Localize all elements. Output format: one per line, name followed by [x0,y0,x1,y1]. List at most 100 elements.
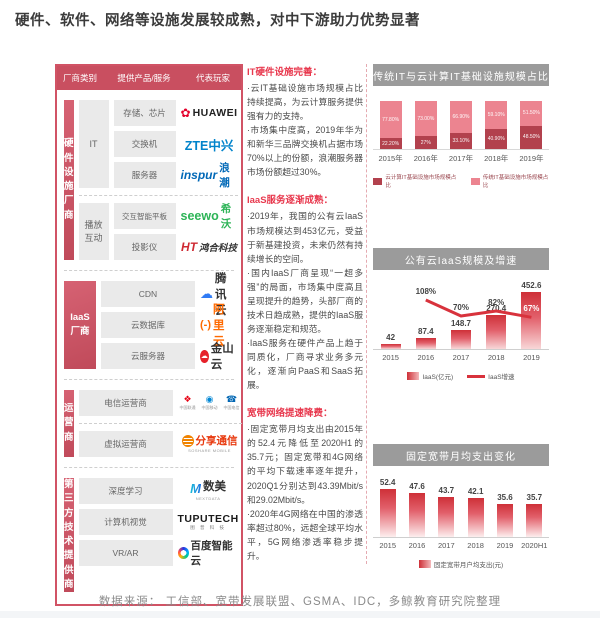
subgroup-label-display: 播放 互动 [78,203,109,260]
telecom-phone-icon: ☎ [225,394,238,404]
chart1-legend: 云计算IT基础设施市场规模占比 传统IT基础设施市场规模占比 [373,173,549,189]
group-separator [64,270,234,271]
stacked-bar-column: 59.10% 40.90% [479,101,514,149]
spending-bar [496,504,513,537]
x-axis-label: 2017 [452,353,470,362]
group-separator [64,379,234,380]
vendor-name: HUAWEI [192,107,238,119]
bar-value-label: 35.7 [526,493,543,503]
chart2-legend: IaaS(亿元) IaaS增速 [373,371,549,381]
legend-swatch-traditional-it [470,177,480,185]
bar-column: 42.1 [461,487,490,537]
chart1-xaxis: 2015年 2016年 2017年 2018年 2019年 [373,153,549,164]
x-axis-label: 2015 [379,541,396,550]
table-row: CDN ☁ 腾讯云 [101,273,234,317]
category-label-operators: 运营商 [64,390,74,457]
growth-label: 67% [523,304,540,314]
x-axis-label: 2015年 [378,154,403,163]
vendor-subtitle: SOSHARE MOBILE [188,448,231,453]
section-heading: IT硬件设施完善： [247,67,322,78]
stacked-bar-column: 77.80% 22.20% [373,101,408,149]
section-it-hardware: IT硬件设施完善： ·云IT基础设施市场规模占比持续提高，为云计算服务提供强有力… [247,64,363,179]
cloud-it-segment: 27% [414,136,437,149]
iaas-bar [521,292,542,349]
legend-swatch-iaas-bar [407,372,420,380]
tuputech-logo: TUPUTECH 图 普 科 技 [178,513,239,531]
header-key-players: 代表玩家 [195,73,230,83]
row-column: 存储、芯片 ✿ HUAWEI 交换机 ZTE中兴 [113,100,238,189]
dotted-separator [78,195,238,196]
vendor-name-cn: 希沃 [220,203,232,230]
segment-value-label: 59.10% [487,112,505,119]
cloud-it-segment: 33.10% [450,133,472,149]
bullet-text: ·2020年4G网络在中国的渗透率超过80%，远超全球平均水平，5G网络渗透率稳… [247,508,363,561]
category-label-thirdparty: 第三方 技术 提供商 [64,478,74,592]
cloud-icon: ☁ [200,286,213,301]
soshare-mainline: 分享通信 [181,435,238,447]
legend-item: 传统IT基础设施市场规模占比 [470,173,549,189]
x-axis-label: 2019年 [519,154,544,163]
x-axis-label: 2016 [408,541,426,550]
china-mobile-logo: ◉ 中国移动 [202,395,218,411]
bar-column: 35.6 [490,493,519,537]
chart-it-infrastructure-share: 传统IT与云计算IT基础设施规模占比 77.80% 22.20% 73.00% 27%… [373,64,549,189]
bar-column: 452.6 [514,281,549,349]
table-row: 交互智能平板 seewo 希沃 [113,203,238,230]
vendor-table: 厂商类别 提供产品/服务 代表玩家 硬件 设施 厂商 IT 存储、芯片 [55,64,243,606]
dotted-separator [78,423,242,424]
product-label: CDN [101,281,195,307]
bar-value-label: 35.6 [497,493,513,503]
group-body: 电信运营商 ❖ 中国联通 ◉ 中国移动 [78,390,242,457]
zte-logo: ZTE中兴 [181,135,238,154]
spending-bar [438,496,455,537]
vendor-name: 腾讯云 [215,273,227,317]
traditional-it-segment: 73.00% [414,101,437,137]
cloud-it-segment: 40.90% [485,129,508,149]
subgroup-it: IT 存储、芯片 ✿ HUAWEI 交换 [78,100,238,189]
product-label: 服务器 [113,162,176,188]
legend-label: IaaS(亿元) [422,374,454,381]
section-heading: 宽带网络提速降费： [247,408,333,420]
table-row: 存储、芯片 ✿ HUAWEI [113,100,238,126]
honghe-logo: HT 鸿合科技 [181,240,238,254]
chart-title: 传统IT与云计算IT基础设施规模占比 [373,64,549,86]
chart1-plot: 77.80% 22.20% 73.00% 27% 66.90% 33.10% 59.10% 4… [373,101,549,150]
spending-bar [408,493,425,537]
table-group-hardware: 硬件 设施 厂商 IT 存储、芯片 ✿ HUAWEI [64,100,238,260]
product-label: VR/AR [78,540,173,566]
footer-strip [0,611,600,618]
group-body: 深度学习 M 数美 NEXTDATA [78,478,239,592]
stacked-bar: 66.90% 33.10% [450,101,472,149]
product-label: 计算机视觉 [78,509,173,535]
product-label: 云服务器 [101,343,195,369]
segment-value-label: 51.50% [522,110,540,117]
x-axis-label: 2015 [382,353,399,362]
x-axis-label: 2019 [523,353,540,362]
china-unicom-logo: ❖ 中国联通 [180,395,196,411]
bar-column: 47.6 [402,482,431,537]
bar-column: 148.7 [443,319,478,349]
iaas-bar [415,338,436,349]
legend-item: 固定宽带月户均支出(元) [418,559,503,569]
honghe-ht-icon: HT [181,240,198,254]
shumei-logo: M 数美 NEXTDATA [178,482,239,501]
growth-label: 70% [452,303,469,312]
segment-value-label: 27% [420,139,431,146]
vendor-name-cn: 浪潮 [219,162,230,189]
table-row: 服务器 inspur 浪潮 [113,162,238,189]
table-group-operators: 运营商 电信运营商 ❖ 中国联通 ◉ 中国移动 [64,390,242,457]
legend-swatch-cloud-it [373,177,383,185]
bar-value-label: 43.7 [438,485,455,495]
x-axis-label: 2018 [467,541,484,550]
legend-label: 云计算IT基础设施市场规模占比 [385,175,457,189]
group-body: IT 存储、芯片 ✿ HUAWEI 交换 [78,100,238,260]
product-label: 虚拟运营商 [78,431,173,457]
bar-value-label: 452.6 [521,281,542,290]
soshare-globe-icon [181,435,194,447]
table-row: 云数据库 (-) 阿里云 [101,304,234,348]
china-telecom-logo: ☎ 中国电信 [224,395,240,411]
subgroup-label-it: IT [78,100,109,188]
data-source: 数据来源： 工信部、宽带发展联盟、GSMA、IDC，多鲸教育研究院整理 [98,596,502,608]
vendor-name: 百度智能云 [190,540,233,567]
dashed-divider [366,64,367,564]
